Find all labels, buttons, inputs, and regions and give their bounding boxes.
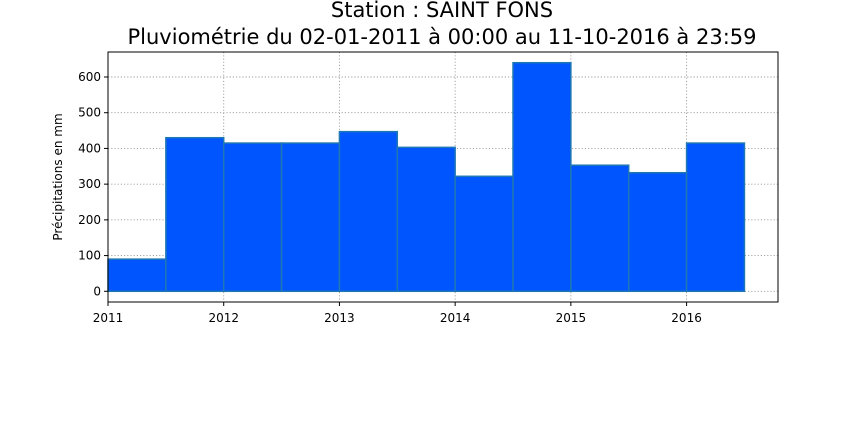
bar [570, 164, 630, 293]
x-tick-label: 2014 [440, 311, 471, 325]
bar [512, 61, 572, 293]
bar [338, 130, 399, 293]
y-tick-label: 100 [78, 249, 101, 263]
ticks-layer: 2011 2012 2013 2014 2015 2016 0 100 200 300 400 500… [78, 70, 702, 325]
bar [107, 258, 167, 293]
plot-frame [107, 51, 779, 303]
x-tick-label: 2016 [671, 311, 702, 325]
x-tick-label: 2013 [324, 311, 355, 325]
y-tick-label: 600 [78, 70, 101, 84]
y-tick-label: 300 [78, 177, 101, 191]
bar [165, 136, 225, 293]
y-tick-label: 200 [78, 213, 101, 227]
y-tick-label: 500 [78, 106, 101, 120]
y-tick-label: 0 [93, 284, 101, 298]
bar [280, 142, 341, 293]
bar [627, 171, 688, 293]
bar [454, 175, 514, 293]
axes-layer [107, 51, 779, 303]
x-tick-label: 2011 [93, 311, 124, 325]
x-tick-label: 2015 [556, 311, 587, 325]
chart-subtitle: Pluviométrie du 02-01-2011 à 00:00 au 11… [128, 25, 757, 49]
bar [685, 142, 746, 293]
y-tick-label: 400 [78, 141, 101, 155]
bar [222, 142, 283, 293]
y-axis-label: Précipitations en mm [51, 113, 65, 240]
chart-title: Station : SAINT FONS [331, 0, 553, 22]
x-tick-label: 2012 [208, 311, 239, 325]
bars-layer [107, 61, 746, 293]
bar [396, 146, 456, 293]
